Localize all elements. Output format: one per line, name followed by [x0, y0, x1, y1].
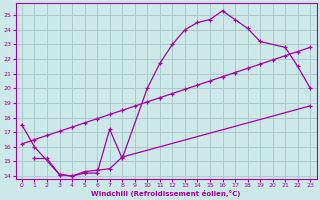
X-axis label: Windchill (Refroidissement éolien,°C): Windchill (Refroidissement éolien,°C) — [92, 190, 241, 197]
